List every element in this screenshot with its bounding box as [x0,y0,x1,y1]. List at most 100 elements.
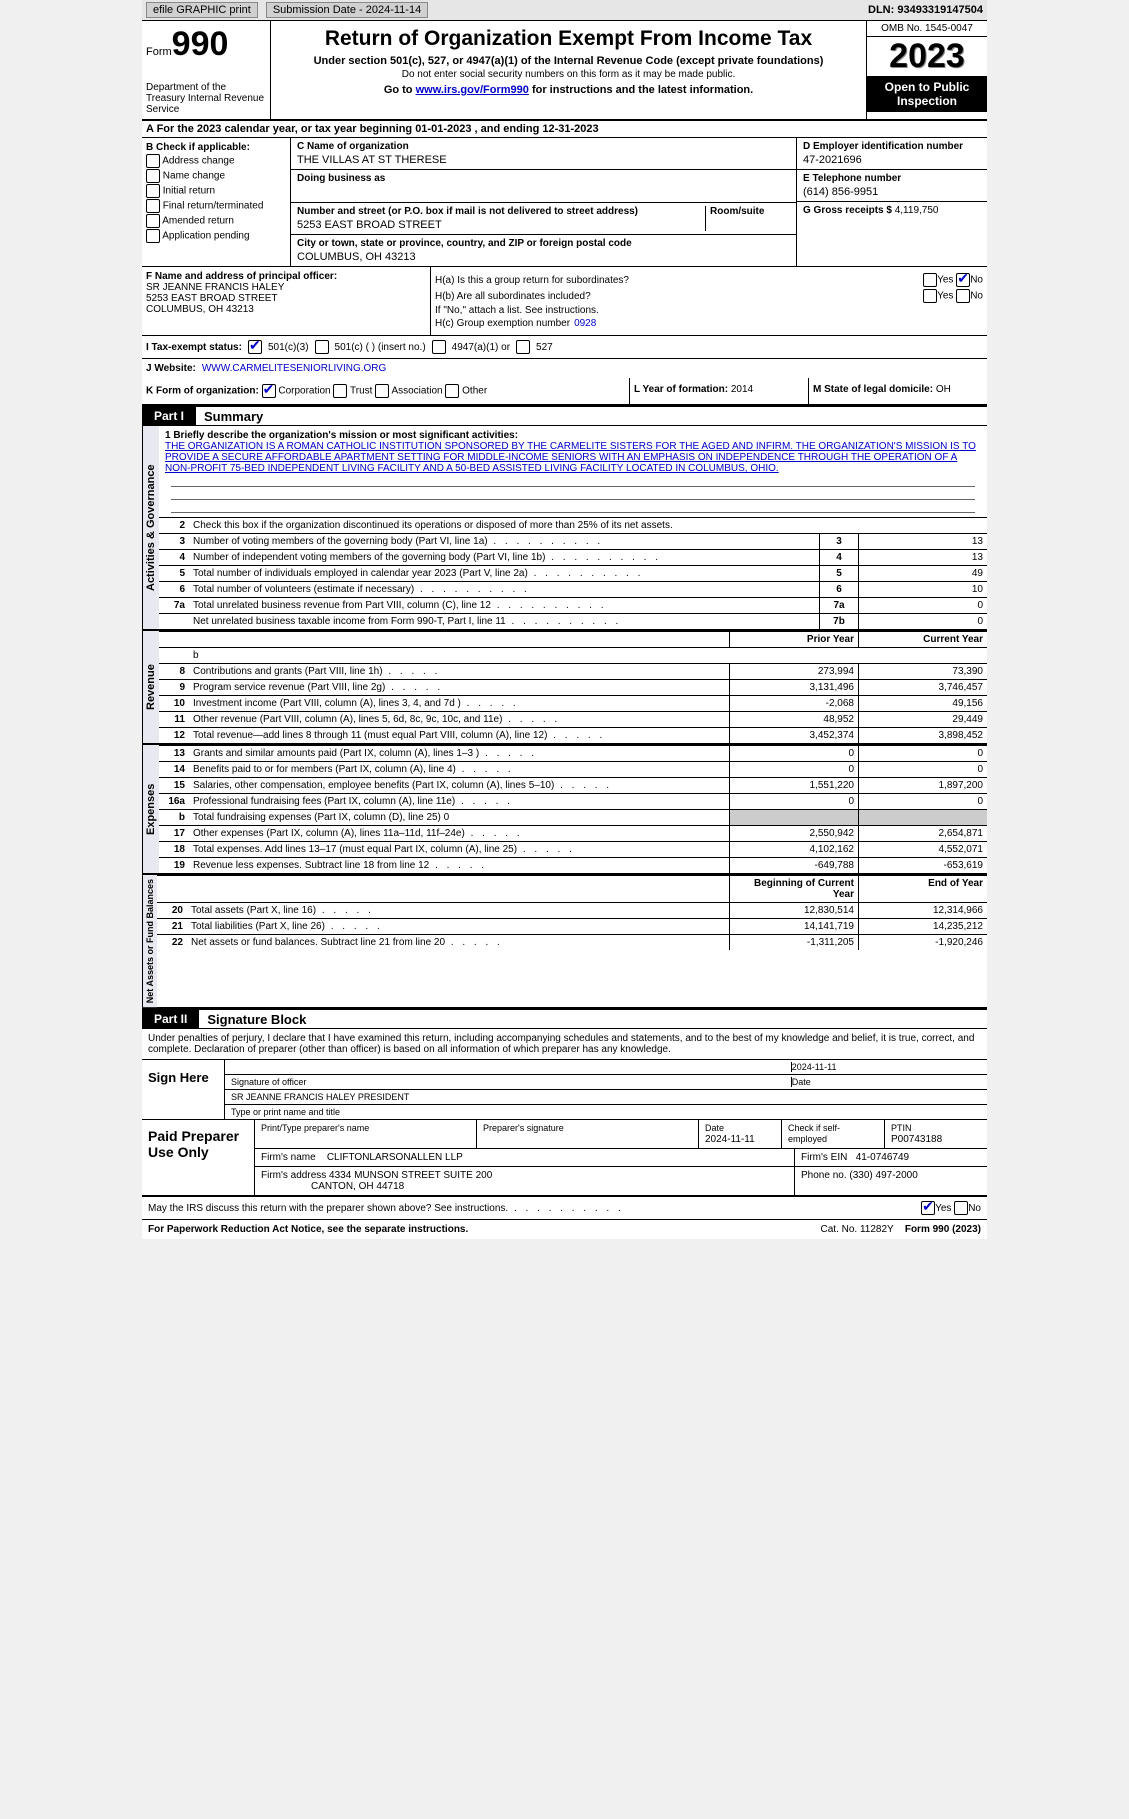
officer-street: 5253 EAST BROAD STREET [146,293,426,304]
prep-sig-label: Preparer's signature [483,1123,564,1133]
org-name-label: C Name of organization [297,141,790,152]
row-text: Program service revenue (Part VIII, line… [189,680,730,696]
row-prior: -649,788 [730,858,859,874]
row-num: 18 [159,842,189,858]
row-cur: 3,898,452 [859,728,988,744]
row-text: Other revenue (Part VIII, column (A), li… [189,712,730,728]
submission-date-btn[interactable]: Submission Date - 2024-11-14 [266,2,428,18]
firm-name-label: Firm's name [261,1152,316,1163]
efile-print-btn[interactable]: efile GRAPHIC print [146,2,258,18]
gov-row-val: 0 [859,598,988,614]
part2-title: Signature Block [199,1012,306,1027]
row-text: Professional fundraising fees (Part IX, … [189,794,730,810]
cb-ha-yes[interactable] [923,273,937,287]
row-cur: 3,746,457 [859,680,988,696]
room-label: Room/suite [710,206,790,217]
row-text: Total revenue—add lines 8 through 11 (mu… [189,728,730,744]
row-prior: 273,994 [730,664,859,680]
row-num: 20 [157,903,187,919]
cb-other[interactable] [445,384,459,398]
row-prior: 1,551,220 [730,778,859,794]
city-label: City or town, state or province, country… [297,238,790,249]
officer-sig-name: SR JEANNE FRANCIS HALEY PRESIDENT [231,1092,981,1102]
row-num: 9 [159,680,189,696]
gov-row-text: Total number of volunteers (estimate if … [189,582,820,598]
row-num: 15 [159,778,189,794]
officer-name: SR JEANNE FRANCIS HALEY [146,282,426,293]
tel-label: E Telephone number [803,173,981,184]
row-prior: 2,550,942 [730,826,859,842]
cb-assoc[interactable] [375,384,389,398]
gov-row-val: 13 [859,534,988,550]
row-num: 17 [159,826,189,842]
form-word: Form [146,46,172,58]
lbl-pending: Application pending [162,231,249,242]
gov-row-text: Number of voting members of the governin… [189,534,820,550]
hb-note: If "No," attach a list. See instructions… [435,305,983,316]
org-name-value: THE VILLAS AT ST THERESE [297,154,790,166]
cb-4947[interactable] [432,340,446,354]
cb-discuss-yes[interactable] [921,1201,935,1215]
opt-assoc: Association [391,386,442,397]
row-prior: -2,068 [730,696,859,712]
gov-row-box: 3 [820,534,859,550]
gov-row-num: 5 [159,566,189,582]
city-value: COLUMBUS, OH 43213 [297,251,790,263]
gov-row-text: Number of independent voting members of … [189,550,820,566]
cb-discuss-no[interactable] [954,1201,968,1215]
cb-501c3[interactable] [248,340,262,354]
row-text: Benefits paid to or for members (Part IX… [189,762,730,778]
gov-row-box: 7b [820,614,859,630]
discuss-no: No [968,1203,981,1214]
ssn-note: Do not enter social security numbers on … [275,69,862,80]
cb-hb-no[interactable] [956,289,970,303]
ptin-label: PTIN [891,1123,912,1133]
row-text: Total expenses. Add lines 13–17 (must eq… [189,842,730,858]
row-num [159,648,189,664]
hc-value: 0928 [574,318,596,329]
website-label: J Website: [146,363,196,374]
website-value: WWW.CARMELITESENIORLIVING.ORG [202,363,386,374]
cb-hb-yes[interactable] [923,289,937,303]
gov-row-num: 7a [159,598,189,614]
row-cur: 0 [859,794,988,810]
cb-amended[interactable] [146,214,160,228]
state-domicile-label: M State of legal domicile: [813,384,933,395]
form-number: 990 [172,25,229,63]
cb-address-change[interactable] [146,154,160,168]
cb-trust[interactable] [333,384,347,398]
mission-label: 1 Briefly describe the organization's mi… [165,430,518,441]
row-cur: 1,897,200 [859,778,988,794]
row-prior: 14,141,719 [730,919,859,935]
cb-ha-no[interactable] [956,273,970,287]
row-text: Contributions and grants (Part VIII, lin… [189,664,730,680]
row-prior: 3,131,496 [730,680,859,696]
goto-pre: Go to [384,84,416,96]
row-prior: 0 [730,762,859,778]
cat-no: Cat. No. 11282Y [821,1224,894,1235]
row-text: Total liabilities (Part X, line 26) [187,919,730,935]
irs-link[interactable]: www.irs.gov/Form990 [416,84,529,96]
lbl-name-change: Name change [163,171,225,182]
cb-initial[interactable] [146,184,160,198]
gov-row-text: Total unrelated business revenue from Pa… [189,598,820,614]
omb-number: OMB No. 1545-0047 [867,21,987,37]
hc-label: H(c) Group exemption number [435,318,570,329]
row-text: Net assets or fund balances. Subtract li… [187,935,730,951]
tel-value: (614) 856-9951 [803,186,981,198]
gov-row-box: 5 [820,566,859,582]
cb-name-change[interactable] [146,169,160,183]
row-num: 10 [159,696,189,712]
cb-527[interactable] [516,340,530,354]
row-prior: 4,102,162 [730,842,859,858]
row-num: 12 [159,728,189,744]
cb-pending[interactable] [146,229,160,243]
form-footer: Form 990 (2023) [905,1224,981,1235]
opt-trust: Trust [350,386,372,397]
cb-501c[interactable] [315,340,329,354]
lbl-initial: Initial return [163,186,215,197]
tax-exempt-label: I Tax-exempt status: [146,342,242,353]
cb-corp[interactable] [262,384,276,398]
cb-final[interactable] [146,199,160,213]
self-emp-label: Check if self-employed [788,1123,840,1144]
